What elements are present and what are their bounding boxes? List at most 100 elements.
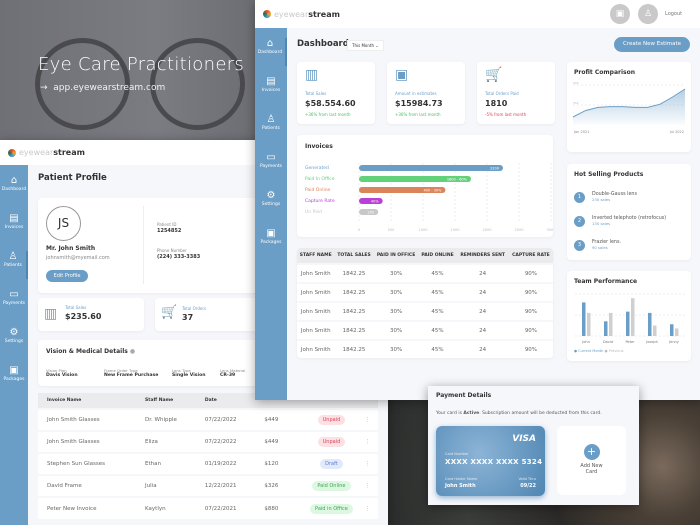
bar-current-month: [604, 321, 608, 336]
y-tick-label: 25k: [573, 101, 579, 105]
more-options-icon[interactable]: ⋮: [364, 452, 378, 475]
x-tick-label: 1000: [419, 228, 428, 232]
table-cell: Paid Online: [289, 474, 365, 497]
more-options-icon[interactable]: ⋮: [364, 496, 378, 519]
table-row[interactable]: Stephen Sun Glasses Ethan 01/19/2022 $120 Dr…: [38, 452, 378, 475]
logout-link[interactable]: Logout: [665, 11, 683, 17]
logo-icon: [263, 10, 271, 18]
divider: [143, 206, 144, 284]
table-row[interactable]: John Smith Glasses Eliza 07/22/2022 $449 Unp…: [38, 430, 378, 453]
sidebar-item-label: Payments: [259, 164, 283, 169]
table-cell: David Frame: [38, 474, 137, 497]
invoices-title: Invoices: [305, 143, 333, 150]
info-icon[interactable]: ●: [129, 348, 136, 355]
status-prefix: Your card is: [436, 411, 464, 416]
bar: [359, 165, 503, 171]
team-chart: John David Peter Joseph Jenny: [575, 293, 685, 344]
data-label: 40%: [371, 199, 379, 203]
payment-title: Payment Details: [436, 392, 492, 399]
table-cell: Ethan: [136, 452, 196, 475]
stat-label: Amount in estimates: [395, 91, 437, 96]
edit-profile-button[interactable]: Edit Profile: [46, 270, 88, 282]
sidebar: ⌂ Dashboard ▤ Invoices ♙ Patients ▭ Payments ⚙ Se…: [255, 28, 287, 400]
invoices-icon: ▤: [9, 213, 19, 224]
period-select[interactable]: This Month ⌄: [347, 40, 384, 51]
dashboard-window: eyewear stream ▣ ♙ Logout ⌂ Dashboard ▤ Invo…: [255, 0, 700, 400]
vision-field-value: Davis Vision: [46, 373, 78, 378]
glasses-image: [35, 38, 130, 130]
sidebar-item-settings[interactable]: ⚙ Settings: [255, 190, 287, 218]
sidebar-item-packages[interactable]: ▣ Packages: [255, 228, 287, 256]
bar-previous: [609, 312, 613, 336]
total-orders-value: 37: [182, 313, 194, 322]
table-cell: 90%: [508, 339, 553, 358]
table-row: John Smith 1842.25 30% 45% 24 90%: [297, 263, 553, 283]
product-name: Double-Gauss lens: [592, 192, 637, 197]
bar-previous: [587, 312, 591, 336]
table-row: John Smith 1842.25 30% 45% 24 90%: [297, 320, 553, 340]
sidebar-item-patients[interactable]: ♙ Patients: [0, 251, 28, 279]
table-cell: 90%: [508, 320, 553, 340]
phone-label: Phone Number: [157, 248, 187, 253]
hero-background: [0, 0, 260, 140]
category-label: Capture Rate: [305, 198, 335, 204]
product-item[interactable]: 2 Inverted telephoto (retrofocus) 130 sale…: [574, 209, 691, 233]
user-icon[interactable]: ♙: [638, 4, 658, 24]
sidebar-item-dashboard[interactable]: ⌂ Dashboard: [0, 175, 28, 203]
status-badge: Unpaid: [317, 415, 346, 425]
table-cell: 24: [456, 320, 509, 340]
product-item[interactable]: 1 Double-Gauss lens 230 sales: [574, 185, 691, 209]
credit-card[interactable]: VISA Card Number XXXX XXXX XXXX 5324 Car…: [436, 426, 545, 496]
sidebar-item-payments[interactable]: ▭ Payments: [0, 289, 28, 317]
vision-field-label: Lens Material: [220, 368, 246, 373]
table-cell: 07/22/2022: [195, 408, 256, 431]
stat-trend: -5% from last month: [485, 112, 527, 117]
hero-title: Eye Care Practitioners: [38, 54, 245, 75]
sidebar-item-dashboard[interactable]: ⌂ Dashboard: [255, 38, 287, 66]
product-item[interactable]: 3 Frazier lens. 90 sales: [574, 233, 691, 257]
product-name: Frazier lens.: [592, 240, 621, 245]
table-cell: John Smith: [297, 263, 335, 283]
wallet-icon[interactable]: ▣: [610, 4, 630, 24]
add-card-button[interactable]: + Add New Card: [557, 426, 626, 495]
x-tick-label: Peter: [625, 340, 635, 344]
logo-text: eyewear: [274, 9, 309, 19]
more-options-icon[interactable]: ⋮: [364, 474, 378, 497]
table-cell: 12/22/2021: [195, 474, 256, 497]
vision-field: Frame Order Type New Frame Purchase: [104, 368, 172, 378]
table-row[interactable]: John Smith Glasses Dr. Whipple 07/22/2022 $…: [38, 408, 378, 431]
sidebar-item-settings[interactable]: ⚙ Settings: [0, 327, 28, 355]
table-row[interactable]: Peter New Invoice Kaytlyn 07/22/2021 $880 Pa…: [38, 496, 378, 519]
hero-link[interactable]: → app.eyewearstream.com: [40, 83, 165, 93]
vision-title: Vision & Medical Details ●: [46, 348, 135, 355]
vision-field-value: CR-39: [220, 373, 236, 378]
sidebar-item-packages[interactable]: ▣ Packages: [0, 365, 28, 393]
sidebar-item-invoices[interactable]: ▤ Invoices: [255, 76, 287, 104]
legend-previous-label: Previous: [608, 349, 624, 353]
status-badge: Paid Online: [312, 481, 351, 491]
sidebar-item-invoices[interactable]: ▤ Invoices: [0, 213, 28, 241]
product-info: Double-Gauss lens 230 sales: [592, 192, 637, 202]
column-header: PAID ONLINE: [418, 248, 457, 264]
profit-card: Profit Comparison 50k 25k Jan 2021 Jul 20…: [567, 62, 691, 152]
sidebar-item-patients[interactable]: ♙ Patients: [255, 114, 287, 142]
category-label: Paid Online: [305, 187, 331, 193]
phone-number: (224) 333-3383: [157, 254, 201, 260]
vision-field-label: Lens Type: [172, 368, 191, 373]
table-cell: 30%: [373, 282, 419, 302]
table-cell: 45%: [418, 320, 457, 340]
valid-thru: 09/22: [520, 483, 536, 489]
table-cell: 1842.25: [334, 320, 374, 340]
x-label-start: Jan 2021: [574, 130, 590, 134]
more-options-icon[interactable]: ⋮: [364, 430, 378, 453]
table-cell: 1842.25: [334, 301, 374, 321]
table-row[interactable]: David Frame Julia 12/22/2021 $326 Paid Onlin…: [38, 474, 378, 497]
more-options-icon[interactable]: ⋮: [364, 408, 378, 431]
stat-label: Total Sales: [305, 91, 327, 96]
create-estimate-button[interactable]: Create New Estimate: [614, 37, 690, 52]
sidebar-item-payments[interactable]: ▭ Payments: [255, 152, 287, 180]
staff-table: STAFF NAME TOTAL SALES PAID IN OFFICE PAID …: [297, 248, 553, 358]
table-cell: 30%: [373, 263, 419, 283]
cart-icon: 🛒: [485, 67, 503, 83]
bar-current-month: [582, 302, 586, 336]
